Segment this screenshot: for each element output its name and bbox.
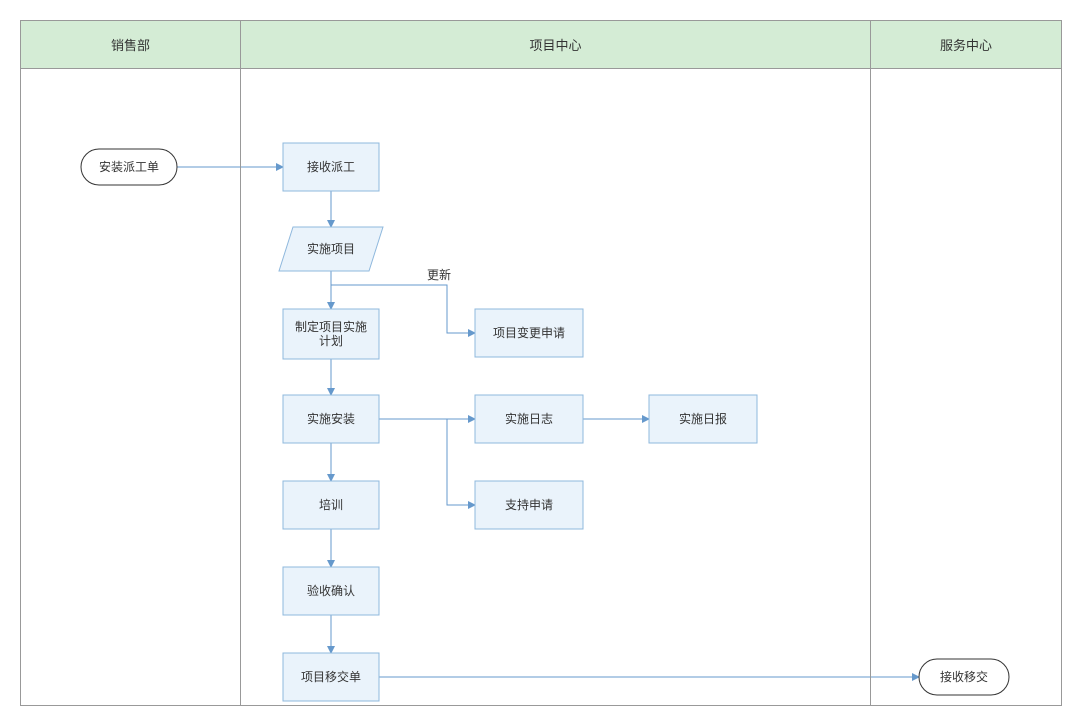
lane-body-lane-project	[241, 69, 871, 705]
lane-body-lane-service	[871, 69, 1061, 705]
lane-header-lane-project: 项目中心	[241, 21, 871, 68]
lane-header-lane-sales: 销售部	[21, 21, 241, 68]
lane-body-lane-sales	[21, 69, 241, 705]
swimlane-body-row: 更新安装派工单接收派工实施项目制定项目实施计划实施安装培训验收确认项目移交单项目…	[21, 69, 1061, 705]
swimlane-header-row: 销售部项目中心服务中心	[21, 21, 1061, 69]
swimlane-diagram: 销售部项目中心服务中心 更新安装派工单接收派工实施项目制定项目实施计划实施安装培…	[20, 20, 1062, 706]
lane-header-lane-service: 服务中心	[871, 21, 1061, 68]
